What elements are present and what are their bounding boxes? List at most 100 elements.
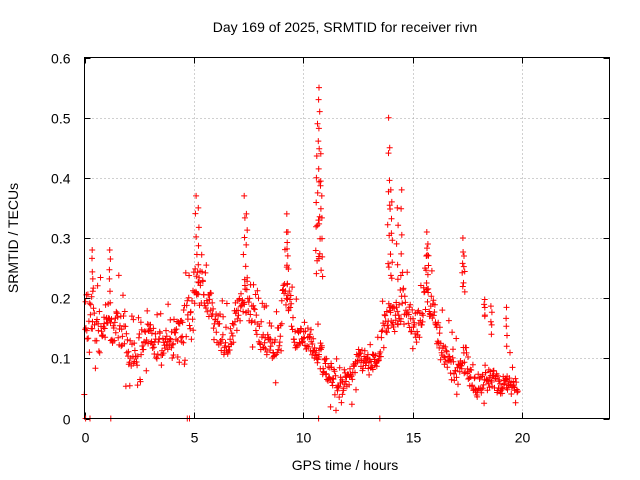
data-point: [267, 343, 274, 350]
data-point: [317, 340, 324, 347]
data-point: [102, 334, 109, 341]
data-point: [329, 382, 336, 389]
data-point: [96, 349, 103, 356]
data-point: [89, 268, 96, 275]
data-point: [199, 268, 205, 275]
data-point: [165, 301, 172, 308]
data-point: [252, 327, 259, 334]
data-point: [111, 337, 118, 344]
data-point: [342, 378, 349, 385]
data-point: [514, 388, 521, 395]
data-point: [202, 269, 209, 276]
data-point: [481, 296, 488, 303]
data-point: [110, 325, 117, 331]
data-point: [180, 339, 187, 346]
data-point: [120, 313, 127, 319]
data-point: [169, 355, 176, 361]
data-point: [159, 335, 166, 342]
data-point: [443, 347, 450, 354]
data-point: [134, 353, 141, 360]
data-point: [380, 344, 387, 351]
data-point: [404, 269, 411, 276]
data-point: [188, 336, 195, 343]
data-point: [450, 358, 457, 365]
data-point: [208, 290, 214, 297]
data-point: [488, 309, 495, 316]
data-point: [386, 144, 393, 151]
data-point: [363, 359, 370, 366]
data-point: [318, 214, 325, 221]
data-point: [250, 305, 257, 312]
data-point: [349, 376, 356, 383]
data-point: [106, 247, 113, 253]
data-point: [424, 298, 431, 305]
data-point: [287, 304, 294, 311]
data-point: [277, 333, 284, 340]
data-point: [468, 367, 475, 373]
data-point: [425, 285, 432, 292]
data-point: [315, 217, 322, 224]
data-point: [94, 316, 100, 323]
data-point: [163, 333, 170, 340]
data-point: [286, 288, 293, 295]
data-point: [355, 346, 362, 353]
data-point: [243, 210, 250, 217]
data-point: [409, 306, 416, 313]
data-point: [482, 362, 489, 369]
data-point: [93, 337, 100, 344]
data-point: [469, 361, 476, 368]
data-point: [181, 361, 188, 368]
data-point: [158, 362, 165, 369]
data-point: [387, 272, 394, 279]
data-point: [284, 252, 291, 259]
data-point: [423, 280, 430, 286]
data-point: [174, 337, 181, 344]
x-tick-label: 20: [515, 430, 531, 446]
data-point: [334, 387, 341, 394]
data-point: [398, 250, 405, 257]
data-point: [241, 301, 248, 308]
data-point: [362, 362, 369, 369]
data-point: [287, 292, 294, 299]
data-point: [348, 401, 355, 408]
data-point: [423, 229, 430, 235]
data-point: [145, 340, 152, 347]
data-point: [278, 297, 285, 304]
data-point: [384, 329, 390, 336]
data-point: [461, 359, 468, 366]
data-point: [134, 382, 141, 389]
data-point: [138, 326, 145, 333]
data-point: [437, 356, 444, 363]
data-point: [289, 284, 296, 291]
data-point: [315, 96, 322, 103]
data-point: [144, 321, 151, 328]
data-point: [318, 342, 325, 349]
data-point: [183, 333, 190, 340]
data-point: [247, 311, 254, 318]
data-point: [152, 330, 159, 337]
data-point: [91, 310, 98, 317]
data-point: [503, 315, 510, 322]
data-point: [393, 240, 400, 247]
data-point: [445, 317, 452, 324]
data-point: [471, 374, 478, 381]
data-point: [464, 365, 471, 372]
data-point: [136, 331, 143, 337]
data-point: [242, 263, 249, 270]
data-point: [186, 322, 193, 329]
data-point: [507, 349, 513, 356]
data-point: [422, 306, 429, 313]
data-point: [216, 320, 223, 327]
data-point: [387, 309, 394, 316]
data-point: [276, 339, 283, 346]
data-point: [106, 275, 113, 282]
y-tick-label: 0.4: [51, 171, 71, 187]
data-point: [402, 299, 409, 306]
y-tick-label: 0.2: [51, 291, 71, 307]
data-point: [487, 318, 494, 325]
data-point: [128, 313, 135, 320]
data-point: [82, 325, 89, 331]
data-point: [512, 375, 519, 382]
data-point: [512, 399, 519, 406]
data-point: [331, 391, 338, 398]
